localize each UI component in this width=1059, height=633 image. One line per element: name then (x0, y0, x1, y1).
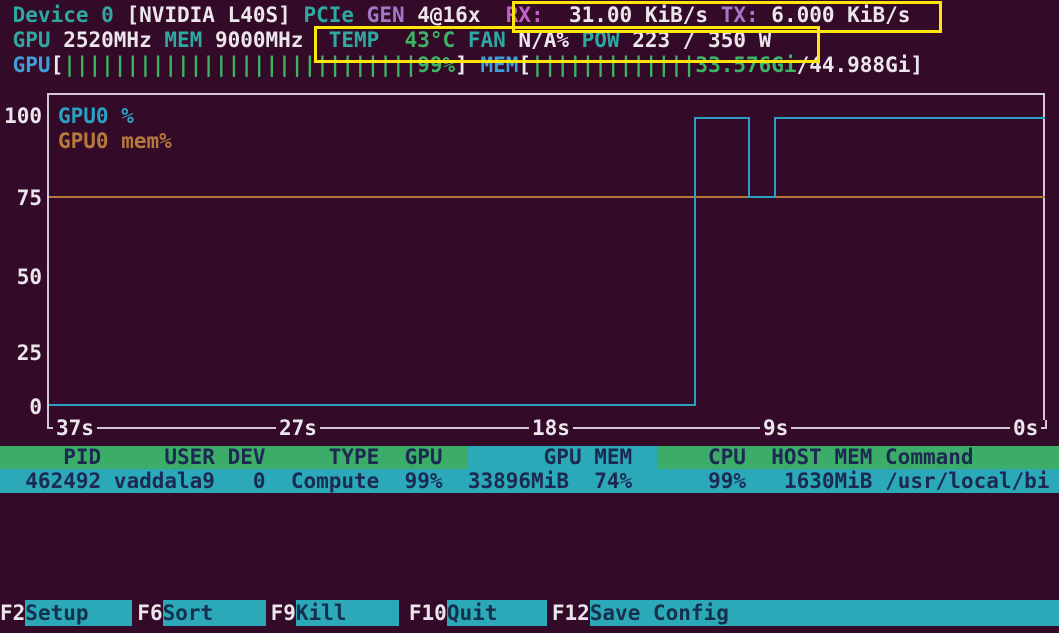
x-tick-27s: 27s (276, 417, 320, 439)
x-tick-37s: 37s (53, 417, 97, 439)
gpu-series-dip-75 (748, 196, 776, 198)
mem-clock-value: 9000MHz (214, 28, 329, 52)
cell-command: /usr/local/bi (872, 469, 1050, 493)
y-tick-100: 100 (4, 104, 42, 128)
temp-power-highlight-box (314, 26, 820, 63)
mem-bar-open-bracket: [ (518, 53, 532, 77)
function-key-bar: F2 Setup F6 Sort F9 Kill F10 Quit F12 Save Config (0, 600, 1059, 626)
setup-button[interactable]: Setup (25, 600, 133, 626)
mem-bar-label: MEM (480, 53, 519, 77)
header-filler (973, 446, 1059, 469)
gpu-bar-open-bracket: [ (50, 53, 64, 77)
cell-gpu: 99% (379, 469, 443, 493)
gpu-series-seg-0pct (49, 404, 696, 406)
cell-cpu: 99% (657, 469, 747, 493)
gpu-name: [NVIDIA L40S] (126, 3, 304, 27)
header-cols-pid-to-gpu: PID USER DEV TYPE GPU (0, 445, 468, 469)
gpu-bar-label: GPU (0, 53, 51, 77)
f9-key-label: F9 (270, 601, 296, 625)
x-tick-9s: 9s (760, 417, 792, 439)
gpu-series-top-1 (694, 117, 750, 119)
gpu-clock-label: GPU (0, 28, 64, 52)
header-cols-cpu-to-command: CPU HOST MEM Command (657, 445, 974, 469)
gpu-util-bar: ||||||||||||||||||||||||||||99% (63, 53, 456, 77)
quit-button[interactable]: Quit (446, 600, 547, 626)
clock-temp-power-line: GPU 2520MHz MEM 9000MHz TEMP 43°C FAN N/… (0, 28, 1059, 53)
device-info-line: Device 0 [NVIDIA L40S] PCIe GEN 4@16x RX… (0, 3, 1059, 28)
tx-label: TX: (720, 3, 759, 27)
gpu-series-rise-2 (774, 117, 776, 198)
cell-gpu-mem: 33896MiB 74% (467, 469, 658, 493)
mem-util-bar: |||||||||||||33.576Gi (531, 53, 797, 77)
y-tick-75: 75 (16, 186, 42, 210)
f12-key-label: F12 (551, 601, 590, 625)
f6-key-label: F6 (137, 601, 163, 625)
x-axis-right-corner (1045, 420, 1047, 429)
fbar-gap (399, 600, 409, 626)
gpu-series-drop-1 (748, 117, 750, 198)
rx-value: 31.00 KiB/s (543, 3, 721, 27)
cell-dev: 0 (214, 469, 266, 493)
kill-button[interactable]: Kill (295, 600, 399, 626)
y-tick-50: 50 (16, 265, 42, 289)
utilization-bars-line: GPU[||||||||||||||||||||||||||||99%] MEM… (0, 53, 1059, 78)
cell-host-mem: 1630MiB (746, 469, 873, 493)
cell-spacer (443, 469, 468, 493)
y-tick-25: 25 (16, 341, 42, 365)
process-row[interactable]: 462492 vaddala9 0 Compute 99% 33896MiB 7… (0, 469, 1059, 493)
device-label: Device 0 (0, 3, 127, 27)
gpu-clock-value: 2520MHz (63, 28, 165, 52)
cell-pid: 462492 (0, 469, 102, 493)
cell-type: Compute (265, 469, 380, 493)
x-tick-0s: 0s (1010, 417, 1042, 439)
tx-value: 6.000 KiB/s (758, 3, 911, 27)
pcie-gen-label: GEN (366, 3, 418, 27)
pcie-gen-value: 4@16x (417, 3, 506, 27)
cell-user: vaddala9 (101, 469, 215, 493)
gpu-series-top-2 (774, 117, 1045, 119)
x-axis-left-corner (47, 420, 49, 429)
y-tick-0: 0 (29, 395, 42, 419)
temp-label: TEMP (328, 28, 405, 52)
mem-clock-label: MEM (164, 28, 215, 52)
save-config-button[interactable]: Save Config (589, 600, 1059, 626)
legend-gpu-mem-percent: GPU0 mem% (58, 129, 172, 153)
process-table-header: PID USER DEV TYPE GPU GPU MEM CPU HOST M… (0, 446, 1059, 469)
fan-label: FAN (467, 28, 519, 52)
mem-series-line (49, 196, 1045, 198)
gpu-history-chart (47, 93, 1045, 420)
sort-button[interactable]: Sort (162, 600, 266, 626)
gpu-series-rise-1 (694, 117, 696, 406)
header-sorted-column-gpu-mem: GPU MEM (467, 445, 658, 469)
legend-gpu-percent: GPU0 % (58, 104, 134, 128)
gpu-bar-close-bracket: ] (455, 53, 481, 77)
temp-value: 43°C (404, 28, 468, 52)
f2-key-label: F2 (0, 601, 26, 625)
f10-key-label: F10 (408, 601, 447, 625)
x-tick-18s: 18s (529, 417, 573, 439)
pcie-label: PCIe (303, 3, 367, 27)
rx-tx-highlight-box (512, 1, 942, 33)
